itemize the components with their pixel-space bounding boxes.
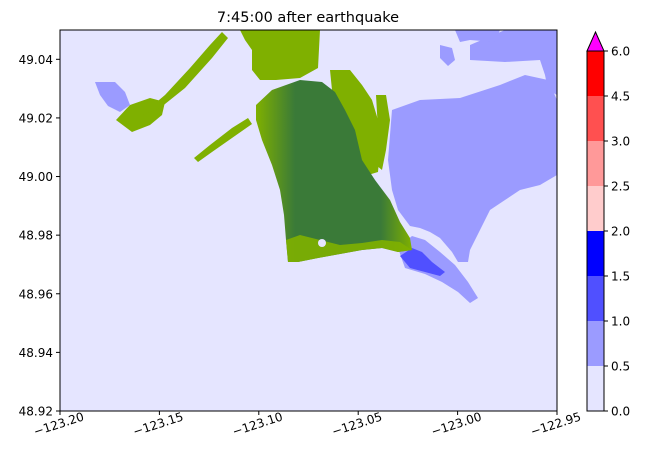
y-tick-label: 48.94 bbox=[19, 346, 53, 360]
map-plot bbox=[59, 29, 558, 412]
colorbar-tick-label: 4.5 bbox=[611, 90, 630, 104]
colorbar-segment bbox=[587, 366, 604, 411]
land-main-delta bbox=[256, 80, 412, 262]
x-tick-label: −123.10 bbox=[231, 409, 285, 438]
land-islands-north bbox=[330, 70, 380, 175]
y-tick-label: 49.00 bbox=[19, 170, 53, 184]
land-causeway bbox=[140, 32, 228, 116]
colorbar-tick-label: 2.5 bbox=[611, 180, 630, 194]
colorbar-segment bbox=[587, 276, 604, 321]
x-tick-label: −123.15 bbox=[131, 409, 185, 438]
colorbar-tick-label: 3.0 bbox=[611, 135, 630, 149]
colorbar: 0.0 0.5 1.0 1.5 2.0 2.5 3.0 4.5 6.0 bbox=[586, 30, 630, 419]
x-tick-label: −123.00 bbox=[429, 409, 483, 438]
y-tick-label: 48.92 bbox=[19, 405, 53, 419]
colorbar-segment bbox=[587, 321, 604, 366]
colorbar-tick-label: 1.0 bbox=[611, 315, 630, 329]
flooded-strip-north bbox=[455, 30, 500, 42]
chart-title: 7:45:00 after earthquake bbox=[217, 10, 399, 26]
flooded-northwest-small bbox=[95, 82, 130, 112]
y-tick-label: 48.96 bbox=[19, 287, 53, 301]
flooded-region-mainland bbox=[388, 75, 557, 262]
colorbar-tick-label: 6.0 bbox=[611, 45, 630, 59]
colorbar-tick-label: 0.0 bbox=[611, 405, 630, 419]
colorbar-tick-label: 1.5 bbox=[611, 270, 630, 284]
colorbar-segment bbox=[587, 51, 604, 96]
plot-frame bbox=[59, 29, 558, 412]
land-east-strip bbox=[376, 95, 390, 170]
y-axis: 48.92 48.94 48.96 48.98 49.00 49.02 49.04 bbox=[19, 53, 60, 419]
y-tick-label: 49.02 bbox=[19, 111, 53, 125]
colorbar-tick-label: 2.0 bbox=[611, 225, 630, 239]
flooded-spit-deep bbox=[400, 248, 445, 276]
colorbar-segment bbox=[587, 141, 604, 186]
colorbar-extend-arrow bbox=[586, 30, 605, 52]
colorbar-segment bbox=[587, 96, 604, 141]
land-main-edge-low bbox=[286, 235, 412, 262]
y-tick-label: 49.04 bbox=[19, 53, 53, 67]
flooded-region-east bbox=[470, 30, 557, 95]
x-axis: −123.20 −123.15 −123.10 −123.05 −123.00 −122.… bbox=[32, 409, 583, 438]
land-north-strip bbox=[240, 30, 320, 80]
x-tick-label: −122.95 bbox=[529, 409, 583, 438]
colorbar-segment bbox=[587, 186, 604, 231]
colorbar-tick-label: 0.5 bbox=[611, 360, 630, 374]
y-tick-label: 48.98 bbox=[19, 229, 53, 243]
flooded-island-north bbox=[440, 45, 455, 66]
x-tick-label: −123.05 bbox=[330, 409, 384, 438]
land-jetty bbox=[194, 118, 252, 162]
land-hole bbox=[318, 239, 326, 247]
colorbar-segment bbox=[587, 231, 604, 276]
